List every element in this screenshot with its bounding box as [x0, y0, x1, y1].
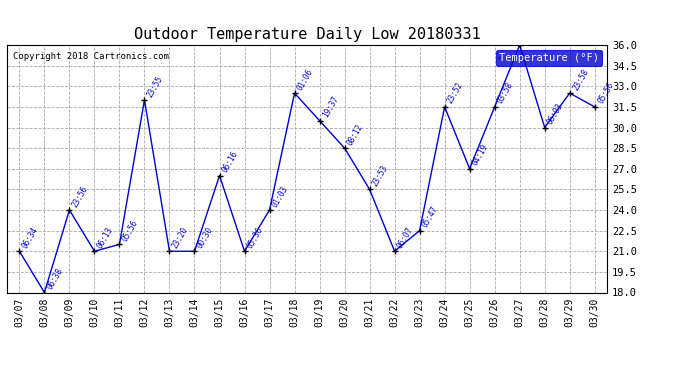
Text: 05:47: 05:47	[421, 205, 440, 229]
Text: 06:16: 06:16	[221, 150, 240, 174]
Text: 23:53: 23:53	[371, 164, 390, 188]
Legend: Temperature (°F): Temperature (°F)	[495, 50, 602, 66]
Title: Outdoor Temperature Daily Low 20180331: Outdoor Temperature Daily Low 20180331	[134, 27, 480, 42]
Text: 08:12: 08:12	[346, 122, 365, 147]
Text: 05:56: 05:56	[121, 219, 140, 243]
Text: 23:56: 23:56	[70, 184, 90, 209]
Text: 05:36: 05:36	[246, 225, 265, 250]
Text: 06:34: 06:34	[21, 225, 40, 250]
Text: 06:38: 06:38	[46, 267, 65, 291]
Text: 23:52: 23:52	[446, 81, 465, 105]
Text: 01:03: 01:03	[270, 184, 290, 209]
Text: 19:37: 19:37	[321, 95, 340, 119]
Text: 06:07: 06:07	[396, 225, 415, 250]
Text: 01:06: 01:06	[296, 67, 315, 92]
Text: 23:20: 23:20	[170, 225, 190, 250]
Text: 06:03: 06:03	[546, 102, 565, 126]
Text: Copyright 2018 Cartronics.com: Copyright 2018 Cartronics.com	[13, 53, 169, 62]
Text: 05:56: 05:56	[596, 81, 615, 105]
Text: 23:55: 23:55	[146, 74, 165, 99]
Text: 23:58: 23:58	[571, 67, 590, 92]
Text: 00:30: 00:30	[196, 225, 215, 250]
Text: 06:13: 06:13	[96, 225, 115, 250]
Text: 04:19: 04:19	[471, 143, 490, 167]
Text: 03:58: 03:58	[496, 81, 515, 105]
